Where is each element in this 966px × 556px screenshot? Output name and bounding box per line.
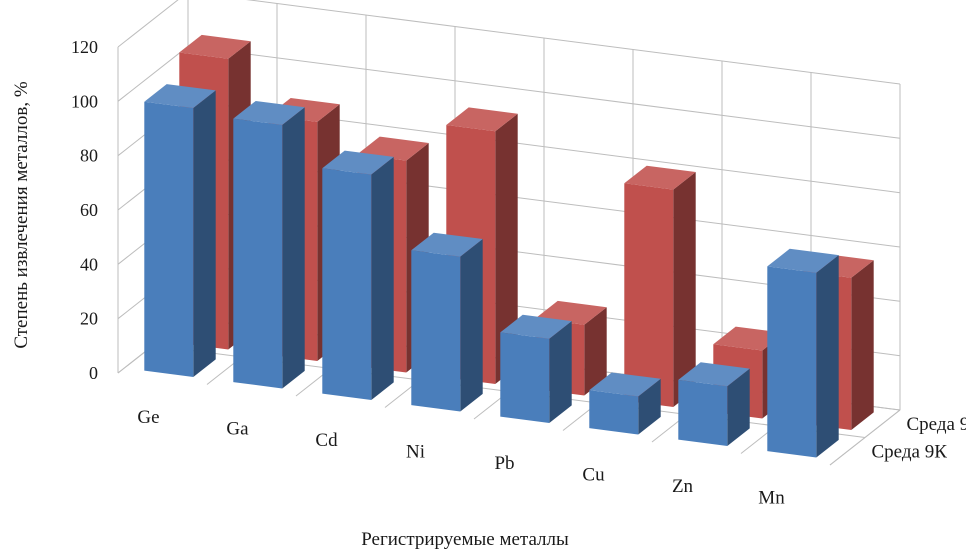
bar-side bbox=[727, 368, 750, 446]
category-label-ni: Ni bbox=[406, 441, 425, 462]
bar-cd-series-0 bbox=[322, 150, 394, 400]
bar-top bbox=[322, 150, 394, 175]
bar-zn-series-0 bbox=[678, 362, 750, 446]
bar-side bbox=[851, 260, 874, 430]
bar-side bbox=[816, 255, 839, 458]
y-tick-label: 80 bbox=[80, 146, 98, 166]
y-tick-label: 40 bbox=[80, 254, 98, 274]
bar-cu-series-0 bbox=[589, 372, 661, 435]
bar-pb-series-0 bbox=[500, 314, 572, 423]
series-front bbox=[144, 84, 839, 458]
bar-ni-series-0 bbox=[411, 232, 483, 412]
category-label-ge: Ge bbox=[137, 407, 159, 428]
chart-labels: 0 20 40 60 80 100 120 Ge Ga Cd Ni Pb Cu Zn Mn Среда 9К С… bbox=[71, 37, 966, 508]
bar-top bbox=[589, 372, 661, 397]
bar-front bbox=[144, 101, 194, 377]
bar-top bbox=[144, 84, 216, 108]
bar-cu-series-1 bbox=[624, 165, 696, 407]
gridline-6 bbox=[117, 0, 901, 85]
bar-front bbox=[589, 390, 639, 435]
floor-right-edge bbox=[829, 409, 901, 466]
bar-top bbox=[678, 362, 750, 387]
bar-ga-series-0 bbox=[233, 101, 305, 389]
bar-front bbox=[411, 250, 461, 412]
category-label-cu: Cu bbox=[582, 464, 605, 485]
bar-front bbox=[322, 168, 372, 400]
y-tick-label: 100 bbox=[71, 91, 98, 111]
category-label-ga: Ga bbox=[226, 418, 249, 439]
bar-side bbox=[193, 90, 216, 378]
category-label-mn: Mn bbox=[758, 487, 785, 508]
bar-side bbox=[495, 113, 518, 384]
category-label-zn: Zn bbox=[672, 476, 694, 497]
bar-top bbox=[179, 34, 251, 59]
y-axis-title: Степень извлечения металлов, % bbox=[11, 81, 32, 349]
bar-front bbox=[624, 183, 674, 407]
y-tick-label: 120 bbox=[71, 37, 98, 57]
x-axis-title: Регистрируемые металлы bbox=[361, 529, 569, 550]
bar-side bbox=[460, 239, 483, 412]
bar-side bbox=[584, 307, 607, 396]
y-tick-label: 20 bbox=[80, 309, 98, 329]
bar-side bbox=[638, 378, 661, 435]
bar-top bbox=[713, 326, 785, 351]
bar-top bbox=[411, 232, 483, 257]
bar-top bbox=[500, 314, 572, 339]
bar-front bbox=[233, 118, 283, 389]
bar-front bbox=[500, 332, 550, 423]
bar-front bbox=[678, 379, 728, 446]
category-label-cd: Cd bbox=[315, 430, 338, 451]
bar-top bbox=[446, 107, 518, 132]
bar-side bbox=[371, 156, 394, 400]
bar-front bbox=[767, 266, 817, 458]
bar-mn-series-0 bbox=[767, 248, 839, 458]
bar-top bbox=[233, 101, 305, 125]
y-tick-label: 60 bbox=[80, 200, 98, 220]
bar-side bbox=[549, 321, 572, 423]
series-label-1: Среда 9К* bbox=[907, 414, 966, 435]
bar-ge-series-0 bbox=[144, 84, 216, 378]
bar-top bbox=[624, 165, 696, 190]
bar-side bbox=[282, 107, 305, 389]
category-label-pb: Pb bbox=[494, 453, 514, 474]
y-tick-label: 0 bbox=[89, 363, 98, 383]
bar-top bbox=[767, 248, 839, 273]
series-label-0: Среда 9К bbox=[872, 441, 948, 462]
bar-side bbox=[673, 172, 696, 407]
